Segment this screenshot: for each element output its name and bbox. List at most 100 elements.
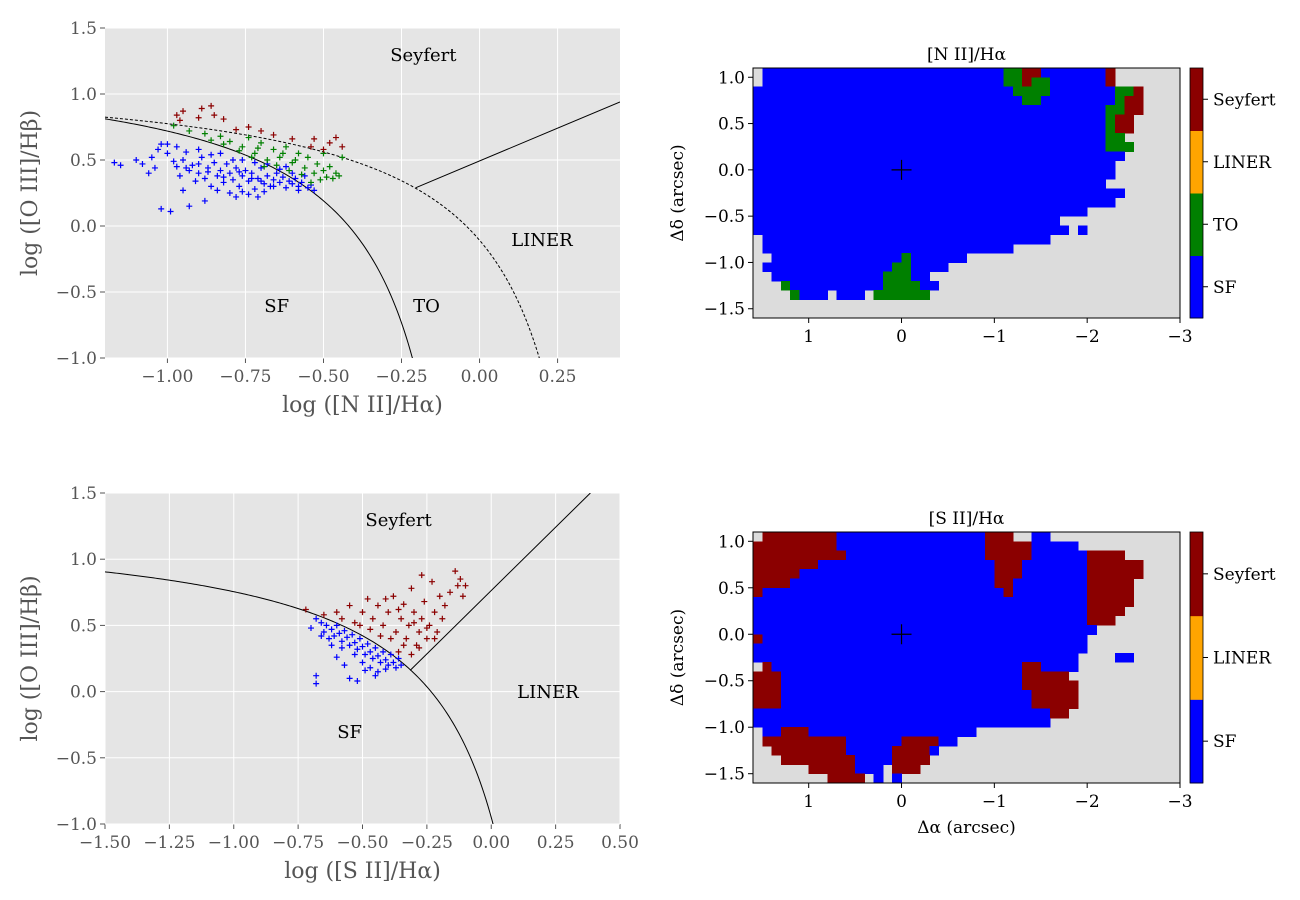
scatter-point [258,139,265,146]
map_sii-cell-seyfert [771,736,847,747]
bpt_nii-xtick-label: 0.25 [539,367,577,387]
scatter-point [173,163,180,170]
scatter-point [387,651,394,658]
bpt_sii-xtick-label: −1.25 [143,833,195,853]
map_nii-cell-seyfert [1105,68,1116,78]
map_nii-cell-sf [753,142,1107,152]
map_sii-cell-sf [836,532,986,542]
scatter-point [233,193,240,200]
map_sii-cell-seyfert [1022,671,1070,682]
bpt_nii-series-to [170,122,346,186]
map_sii-cell-sf [808,727,977,738]
scatter-point [421,598,428,605]
scatter-point [359,643,366,650]
scatter-point [195,160,202,167]
map_sii-cell-seyfert [762,532,838,542]
scatter-point [301,164,308,171]
scatter-point [283,163,290,170]
bpt_nii-annotation: LINER [511,230,573,251]
scatter-point [251,150,258,157]
scatter-point [332,134,339,141]
scatter-point [346,602,353,609]
scatter-point [392,629,399,636]
scatter-point [217,167,224,174]
map_sii-cell-sf [1012,578,1088,589]
bpt_nii-xtick-label: −0.25 [375,367,427,387]
scatter-point [164,141,171,148]
bpt_nii-ytick-label: −1.0 [56,349,97,369]
scatter-point [223,160,230,167]
scatter-point [289,170,296,177]
scatter-point [408,585,415,592]
map_nii-cell-to [1115,95,1125,106]
bpt_sii-ytick-label: −1.0 [56,815,97,835]
map_nii-cell-sf [762,68,1005,78]
scatter-point [320,611,327,618]
map_sii-cells [753,532,1144,784]
map_sii-ytick-label: −0.5 [704,672,745,692]
scatter-point [214,187,221,194]
scatter-point [314,160,321,167]
map_sii-cell-sf [753,652,1079,663]
scatter-point [251,186,258,193]
scatter-point [211,159,218,166]
scatter-point [311,170,318,177]
scatter-point [251,159,258,166]
scatter-point [245,134,252,141]
scatter-point [398,662,405,669]
scatter-point [382,666,389,673]
map_nii-cell-seyfert [1124,105,1144,115]
map_sii-ytick-label: −1.5 [704,765,745,785]
scatter-point [372,672,379,679]
bpt_sii-ytick-label: −0.5 [56,749,97,769]
scatter-point [313,615,320,622]
bpt_nii-ytick-label: −0.5 [56,283,97,303]
map_sii-ytick-label: 0.5 [718,579,745,599]
scatter-point [341,662,348,669]
bpt_sii-xtick-label: −1.50 [79,833,131,853]
map_sii-cell-sf [892,773,903,784]
map_sii-ytick-label: 1.0 [718,532,745,552]
map_sii-cell-seyfert [1087,615,1116,626]
bpt_sii-xtick-label: −1.00 [208,833,260,853]
map_sii-cell-sf [1031,541,1042,552]
scatter-point [323,622,330,629]
map_nii-cell-to [790,290,800,300]
scatter-point [454,582,461,589]
scatter-point [308,179,314,186]
scatter-point [344,634,351,641]
scatter-point [201,130,208,137]
map_nii-cell-sf [753,132,1107,143]
map_sii-cell-sf [790,578,995,589]
map_sii-cell-sf [845,736,903,747]
scatter-point [186,167,193,174]
map_nii-cell-to [1003,68,1023,78]
scatter-point [338,638,345,645]
map_nii-ytick-label: −0.5 [704,207,745,227]
bpt_sii-ytick-label: 0.0 [70,683,97,703]
scatter-point [254,175,261,182]
map_nii-ytick-label: −1.5 [704,300,745,320]
scatter-point [403,635,410,642]
scatter-point [354,678,361,685]
map_sii-cell-sf [836,541,847,552]
map_sii-title: [S II]/Hα [929,509,1005,529]
map_sii-cell-sf [1115,652,1135,663]
map_nii-cell-sf [753,216,1060,226]
map_nii-cell-to [780,280,791,291]
center-marker [891,624,912,645]
scatter-point [385,609,392,616]
scatter-point [155,146,162,153]
scatter-point [289,180,296,187]
scatter-point [387,635,394,642]
scatter-point [395,606,402,613]
map_sii-ytick-label: −1.0 [704,718,745,738]
scatter-point [317,176,324,183]
scatter-point [273,170,280,177]
scatter-point [295,150,302,157]
bpt_sii-annotation: LINER [517,682,579,703]
map_sii-cell-sf [855,755,893,765]
map_sii-frame [752,531,1181,784]
map_sii-cell-seyfert [892,755,930,765]
